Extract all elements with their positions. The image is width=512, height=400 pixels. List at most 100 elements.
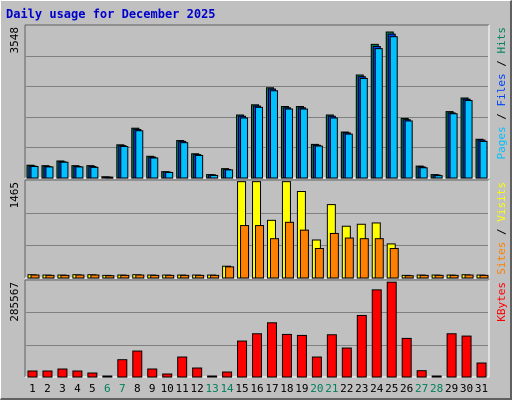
x-tick-label: 23 — [355, 382, 368, 395]
visits-legend-part: / — [495, 222, 508, 242]
kbytes-bar — [401, 337, 412, 378]
kbytes-bar — [416, 370, 427, 378]
kbytes-bar — [27, 370, 38, 378]
hits-legend-part: Hits — [495, 27, 508, 54]
x-tick-label: 5 — [89, 382, 96, 395]
x-tick-label: 15 — [235, 382, 248, 395]
x-tick-label: 1 — [29, 382, 36, 395]
visits-legend-part: Sites — [495, 242, 508, 275]
kbytes-bar — [341, 347, 352, 378]
sites-bar — [329, 232, 339, 279]
pages-bar — [389, 36, 398, 179]
pages-bar — [314, 145, 323, 179]
kbytes-bar — [311, 356, 322, 378]
x-tick-label: 28 — [430, 382, 443, 395]
x-tick-label: 19 — [295, 382, 308, 395]
sites-bar — [45, 274, 55, 279]
pages-bar — [165, 171, 174, 179]
kbytes-bar — [192, 367, 203, 378]
sites-bar — [60, 274, 70, 279]
pages-bar — [269, 90, 278, 179]
kbytes-legend: KBytes — [495, 282, 508, 322]
sites-bar — [434, 274, 444, 279]
x-tick-label: 24 — [370, 382, 384, 395]
kbytes-bar — [147, 368, 158, 378]
kbytes-legend-part: KBytes — [495, 282, 508, 322]
pages-bar — [344, 133, 353, 179]
x-tick-label: 18 — [280, 382, 293, 395]
kbytes-bar — [102, 375, 113, 378]
pages-bar — [240, 117, 249, 179]
x-tick-label: 9 — [149, 382, 156, 395]
pages-bar — [255, 106, 264, 179]
x-tick-label: 25 — [385, 382, 398, 395]
x-tick-label: 4 — [74, 382, 81, 395]
visits-legend: Sites / Visits — [495, 182, 508, 275]
pages-bar — [45, 166, 54, 179]
x-tick-label: 3 — [59, 382, 66, 395]
chart-title: Daily usage for December 2025 — [6, 7, 216, 21]
kbytes-bar — [371, 289, 382, 378]
pages-bar — [195, 154, 204, 179]
sites-bar — [30, 274, 40, 279]
pages-bar — [120, 146, 129, 179]
kbytes-bar — [476, 362, 487, 378]
sites-bar — [240, 225, 250, 279]
sites-bar — [464, 274, 474, 279]
sites-bar — [344, 237, 354, 279]
sites-bar — [269, 238, 279, 279]
hits-max-label: 3548 — [8, 27, 21, 54]
pages-bar — [90, 166, 99, 179]
kbytes-bar — [461, 335, 472, 378]
pages-bar — [60, 161, 69, 179]
sites-bar — [165, 274, 175, 279]
pages-bar — [464, 100, 473, 179]
pages-bar — [434, 175, 443, 179]
pages-bar — [299, 108, 308, 179]
sites-bar — [90, 274, 100, 279]
kbytes-bar — [252, 333, 263, 378]
pages-bar — [225, 169, 234, 179]
x-tick-label: 13 — [205, 382, 218, 395]
sites-bar — [389, 248, 399, 279]
x-tick-label: 11 — [176, 382, 189, 395]
x-tick-label: 16 — [250, 382, 263, 395]
x-tick-label: 31 — [475, 382, 488, 395]
sites-bar — [135, 274, 145, 279]
pages-bar — [150, 157, 159, 179]
kbytes-bar — [72, 370, 83, 378]
pages-bar — [75, 166, 84, 179]
kbytes-bar — [237, 340, 248, 378]
kbytes-bar — [356, 314, 367, 378]
hits-legend-part: / — [495, 54, 508, 74]
hits-legend-part: Pages — [495, 126, 508, 159]
sites-bar — [419, 274, 429, 279]
pages-bar — [359, 77, 368, 179]
hits-legend-part: / — [495, 107, 508, 127]
kbytes-max-label: 285567 — [8, 282, 21, 322]
x-tick-label: 12 — [191, 382, 204, 395]
kbytes-bar — [386, 281, 397, 378]
sites-bar — [479, 274, 489, 279]
x-tick-label: 22 — [340, 382, 353, 395]
kbytes-bar — [266, 322, 277, 378]
pages-bar — [284, 108, 293, 179]
hits-legend-part: Files — [495, 73, 508, 106]
kbytes-bar — [132, 350, 143, 378]
pages-bar — [419, 167, 428, 179]
x-tick-label: 7 — [119, 382, 126, 395]
kbytes-bar — [42, 370, 53, 378]
kbytes-bar — [207, 375, 218, 378]
sites-bar — [314, 248, 324, 279]
sites-bar — [299, 229, 309, 279]
kbytes-bar — [222, 371, 233, 378]
hits-legend: Pages / Files / Hits — [495, 27, 508, 160]
sites-bar — [255, 225, 265, 279]
kbytes-bar — [296, 334, 307, 378]
x-tick-label: 17 — [265, 382, 278, 395]
x-tick-label: 26 — [400, 382, 413, 395]
sites-bar — [75, 274, 85, 279]
pages-bar — [404, 120, 413, 179]
kbytes-bar — [117, 359, 128, 378]
